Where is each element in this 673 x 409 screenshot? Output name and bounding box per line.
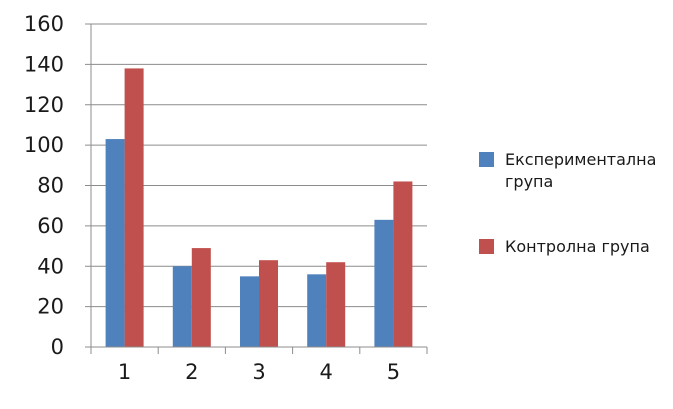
x-tick-labels: 1 2 3 4 5 — [90, 347, 428, 384]
bars — [105, 68, 413, 347]
bar-experimental-5 — [374, 219, 394, 347]
bar-control-1 — [124, 68, 144, 347]
x-tick-label: 2 — [185, 360, 198, 384]
bar-control-2 — [191, 248, 211, 347]
legend-swatch-control — [479, 239, 494, 254]
bar-control-3 — [259, 260, 278, 347]
x-tick-label: 5 — [387, 360, 400, 384]
y-tick-label: 80 — [37, 174, 64, 198]
bar-control-5 — [393, 181, 413, 347]
y-tick-label: 40 — [37, 254, 64, 278]
y-tick-label: 20 — [37, 295, 64, 319]
legend: Експериментална група Контролна група — [479, 150, 656, 256]
y-tick-label: 60 — [37, 214, 64, 238]
x-tick-label: 1 — [118, 360, 131, 384]
bar-experimental-1 — [105, 139, 125, 347]
x-tick-label: 4 — [320, 360, 333, 384]
bar-experimental-3 — [240, 276, 259, 347]
y-tick-label: 0 — [51, 335, 64, 359]
y-tick-label: 140 — [24, 52, 64, 76]
legend-label-control: Контролна група — [505, 237, 650, 256]
y-tick-label: 120 — [24, 93, 64, 117]
gridlines — [91, 23, 427, 308]
legend-swatch-experimental — [479, 152, 494, 167]
y-tick-labels: 0 20 40 60 80 100 120 140 160 — [24, 12, 91, 359]
y-tick-label: 160 — [24, 12, 64, 36]
bar-experimental-4 — [307, 274, 327, 347]
x-tick-label: 3 — [252, 360, 265, 384]
bar-experimental-2 — [172, 266, 192, 347]
bar-control-4 — [326, 262, 346, 347]
legend-label-experimental: Експериментална група — [505, 150, 656, 191]
y-tick-label: 100 — [24, 133, 64, 157]
